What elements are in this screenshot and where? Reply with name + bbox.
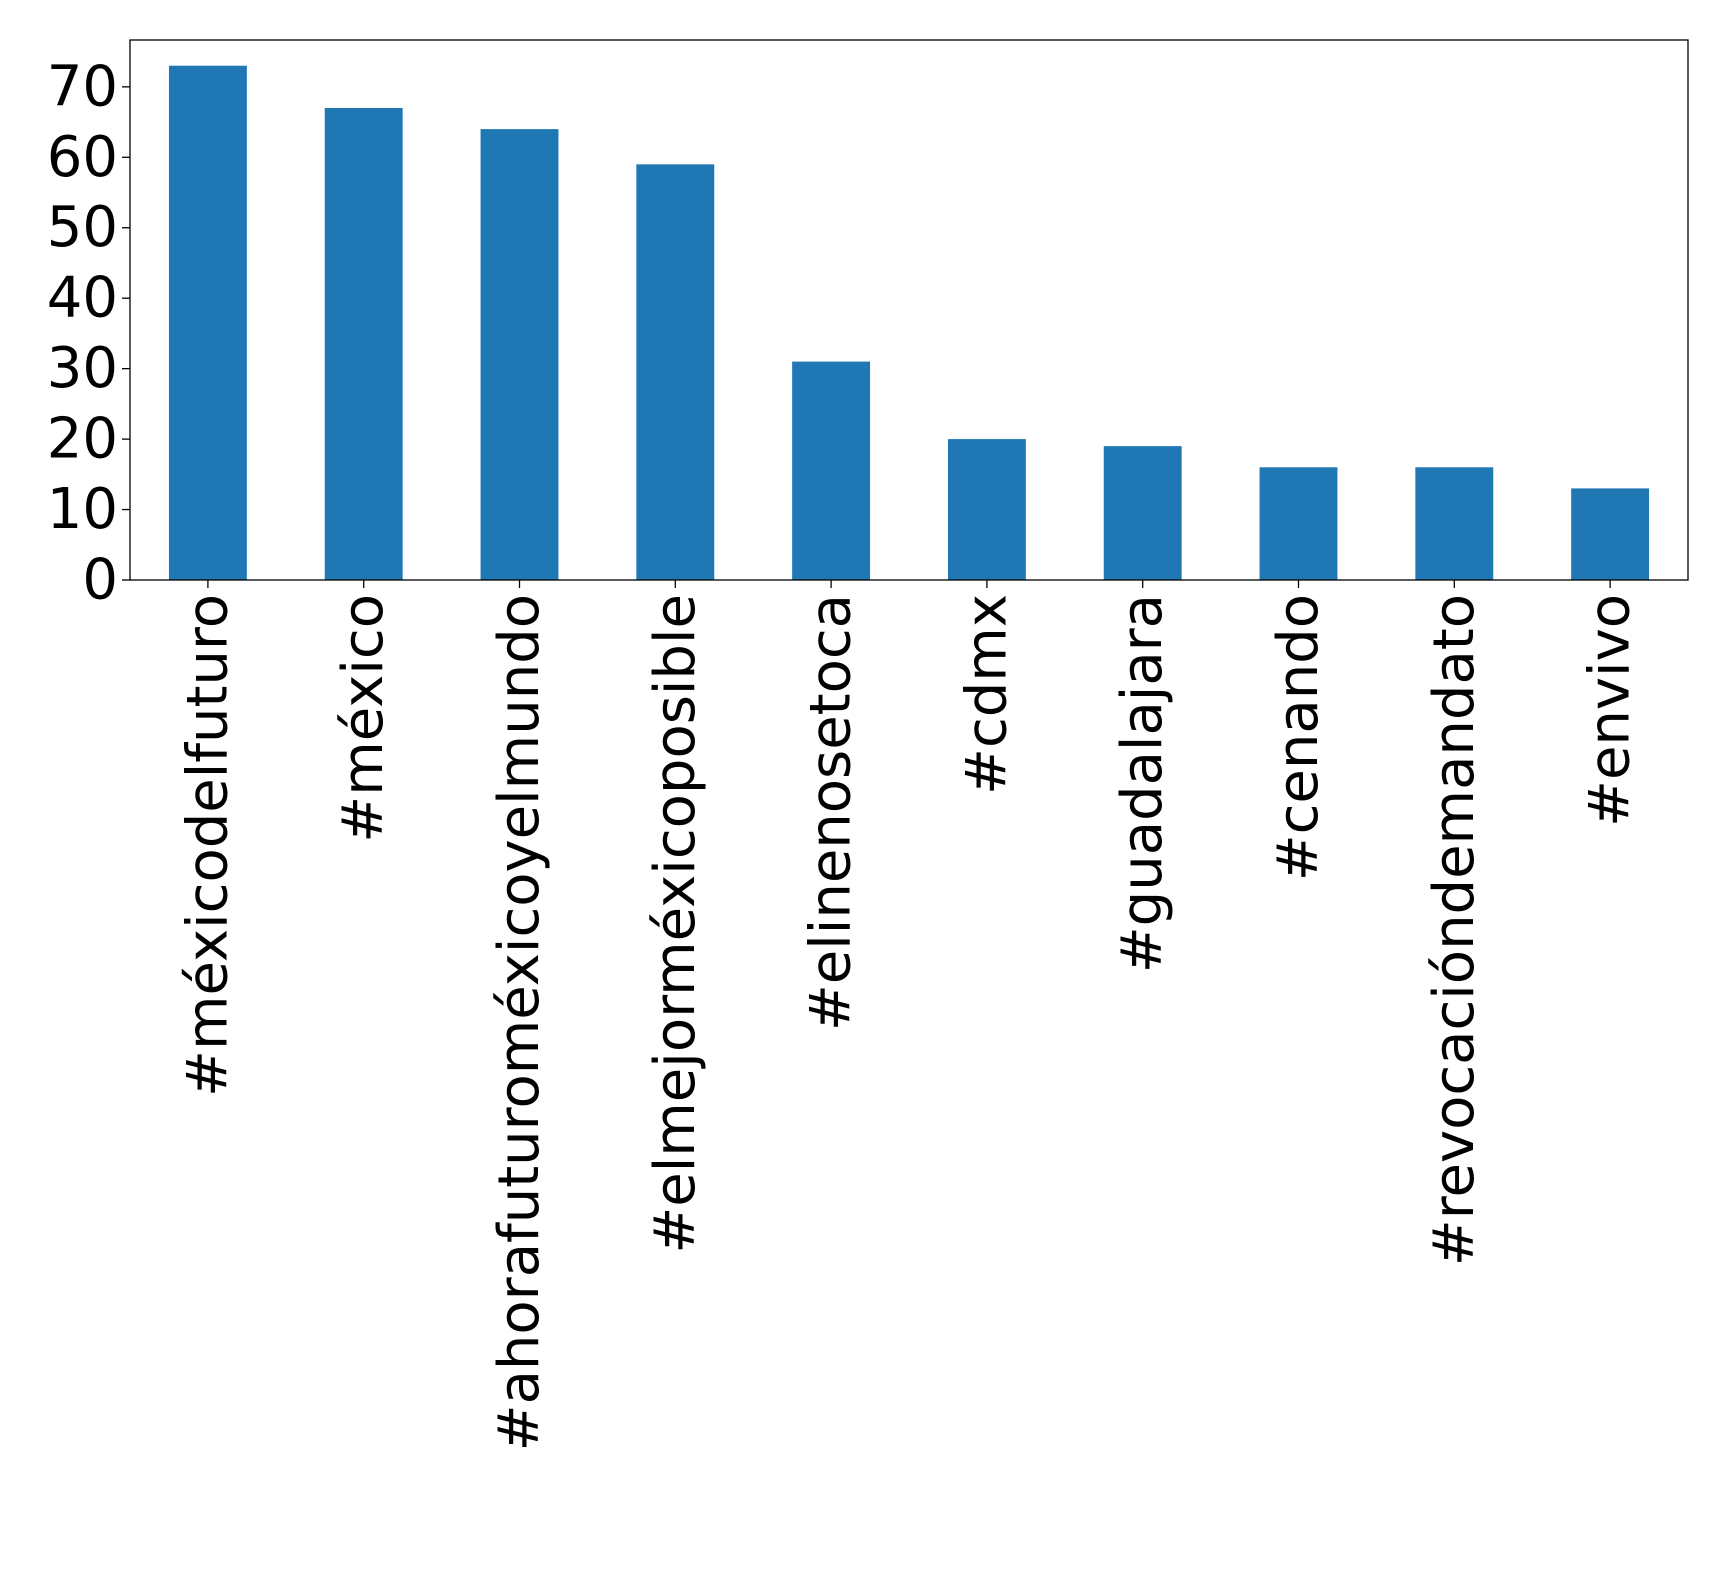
x-tick-label: #méxico [331, 594, 396, 843]
x-tick-label: #elmejorméxicoposible [643, 594, 708, 1254]
y-tick-label: 20 [47, 407, 118, 472]
bar [168, 65, 247, 580]
x-tick-label: #ahorafuturoméxicoyelmundo [487, 594, 552, 1451]
y-tick-label: 40 [47, 266, 118, 331]
y-tick-label: 50 [47, 195, 118, 260]
x-tick-label: #cenando [1266, 594, 1331, 881]
x-tick-label: #cdmx [954, 594, 1019, 795]
y-tick-label: 0 [82, 548, 118, 613]
bar [1571, 488, 1650, 580]
bar [636, 164, 715, 580]
y-tick-label: 60 [47, 125, 118, 190]
bar [1103, 446, 1182, 580]
bars-group [168, 65, 1650, 580]
x-axis: #méxicodelfuturo #méxico #ahorafuturoméxic… [175, 580, 1643, 1451]
bar [1415, 467, 1494, 580]
y-tick-label: 10 [47, 477, 118, 542]
y-tick-label: 70 [47, 54, 118, 119]
bar [324, 107, 403, 580]
bar [480, 129, 559, 580]
bar [792, 361, 871, 580]
plot-frame [129, 39, 1689, 581]
x-tick-label: #elinenosetoca [799, 594, 864, 1031]
x-tick-label: #méxicodelfuturo [175, 594, 240, 1097]
x-tick-label: #revocacióndemandato [1422, 594, 1487, 1266]
x-tick-label: #envivo [1578, 594, 1643, 827]
bar [1259, 467, 1338, 580]
x-tick-label: #guadalajara [1110, 594, 1175, 973]
bar [947, 439, 1026, 580]
y-tick-label: 30 [47, 336, 118, 401]
